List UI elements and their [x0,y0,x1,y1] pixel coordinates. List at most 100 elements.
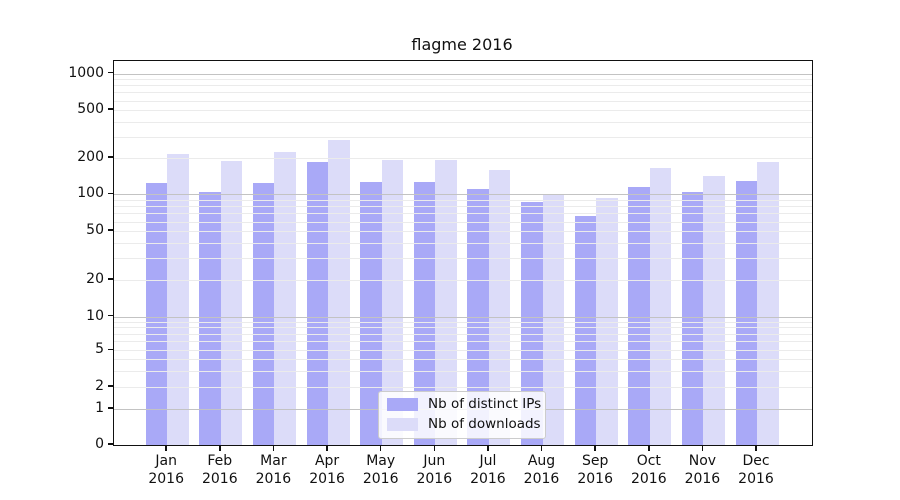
minor-gridline [114,243,812,244]
minor-gridline [114,386,812,388]
x-tick-mark [487,445,489,451]
bar-downloads [328,140,350,445]
y-tick-mark [108,71,113,74]
y-tick-label: 1000 [68,64,104,81]
bar-distinct-ips [574,216,597,445]
y-tick-mark [108,407,113,409]
x-tick-mark [594,445,596,451]
bar-downloads [757,161,779,445]
minor-gridline [114,221,812,223]
minor-gridline [114,333,812,335]
x-tick-mark [755,445,757,451]
grid-layer [114,61,812,445]
bars-layer [114,61,812,445]
x-tick-mark [219,445,221,451]
bar-downloads [435,159,457,445]
minor-gridline [114,79,812,81]
y-tick-mark [108,443,113,445]
legend-label: Nb of downloads [428,416,541,432]
minor-gridline [114,213,812,215]
y-tick-label: 100 [77,185,104,202]
major-gridline [114,316,812,318]
bar-distinct-ips [145,183,168,445]
bar-distinct-ips [252,183,275,445]
y-tick-mark [108,156,113,158]
y-tick-label: 0 [95,436,104,452]
major-gridline [114,194,812,196]
y-tick-label: 1 [95,400,104,416]
y-tick-mark [108,229,113,231]
chart-title: flagme 2016 [411,35,513,54]
minor-gridline [114,321,812,323]
y-tick-mark [108,385,113,387]
legend-label: Nb of distinct IPs [428,396,542,412]
minor-gridline [114,121,812,123]
x-tick-mark [165,445,167,451]
major-gridline [114,73,812,75]
minor-gridline [114,327,812,329]
bar-downloads [542,193,565,445]
y-tick-label: 20 [86,270,104,287]
plot-area [113,60,813,446]
x-tick-label: Sep 2016 [577,453,613,487]
minor-gridline [114,279,812,281]
x-tick-mark [326,445,328,451]
legend-swatch-downloads [387,418,418,431]
minor-gridline [114,359,812,361]
y-tick-label: 500 [77,101,104,117]
y-tick-label: 50 [86,222,104,239]
x-tick-label: Jul 2016 [470,453,506,487]
x-tick-label: Nov 2016 [684,453,721,487]
x-tick-mark [540,445,543,451]
x-tick-label: Jun 2016 [416,453,453,487]
x-tick-mark [379,445,382,451]
x-tick-label: Feb 2016 [201,453,238,487]
x-tick-label: Apr 2016 [309,453,345,487]
minor-gridline [114,85,812,87]
minor-gridline [114,92,812,94]
bar-downloads [274,151,296,445]
legend-item: Nb of distinct IPs [387,397,541,412]
legend: Nb of distinct IPs Nb of downloads [378,391,546,439]
bar-downloads [167,154,189,445]
x-tick-mark [433,445,435,451]
x-tick-label: Oct 2016 [630,453,667,487]
minor-gridline [114,136,812,138]
x-tick-label: Dec 2016 [738,453,774,487]
minor-gridline [114,100,812,102]
bar-downloads [488,170,511,445]
legend-swatch-distinct-ips [387,398,418,411]
minor-gridline [114,158,812,160]
bar-downloads [596,197,618,445]
minor-gridline [114,341,812,343]
y-tick-mark [108,278,113,280]
y-tick-label: 2 [95,377,104,394]
y-tick-label: 200 [77,149,104,166]
x-tick-label: May 2016 [362,453,399,487]
minor-gridline [114,350,812,352]
bar-distinct-ips [413,182,436,445]
y-tick-label: 10 [86,307,104,324]
bar-distinct-ips [199,191,221,445]
minor-gridline [114,200,812,201]
minor-gridline [114,231,812,233]
y-tick-mark [108,192,113,195]
legend-item: Nb of downloads [387,417,541,432]
x-tick-mark [648,445,650,451]
minor-gridline [114,206,812,208]
y-tick-label: 5 [95,341,104,358]
minor-gridline [114,110,812,111]
bar-distinct-ips [681,191,704,445]
y-tick-mark [108,348,113,350]
bar-distinct-ips [306,161,329,445]
x-tick-label: Aug 2016 [523,453,560,487]
bar-distinct-ips [360,181,382,445]
x-tick-mark [701,445,704,451]
bar-distinct-ips [735,181,758,445]
y-tick-mark [108,108,113,110]
x-tick-mark [272,445,275,451]
bar-distinct-ips [521,202,543,445]
bar-downloads [649,168,672,445]
y-tick-mark [108,314,113,317]
